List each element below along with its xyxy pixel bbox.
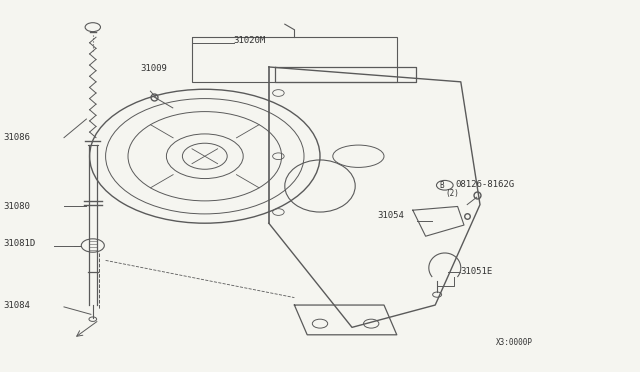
- Text: 31051E: 31051E: [461, 267, 493, 276]
- Text: 31086: 31086: [3, 133, 30, 142]
- Text: B: B: [439, 181, 444, 190]
- Text: 31020M: 31020M: [234, 36, 266, 45]
- Text: 31054: 31054: [378, 211, 404, 219]
- Text: 31080: 31080: [3, 202, 30, 211]
- Text: (2): (2): [445, 189, 460, 198]
- Text: 31081D: 31081D: [3, 239, 35, 248]
- Text: 31009: 31009: [141, 64, 168, 73]
- Text: X3:0000P: X3:0000P: [496, 338, 533, 347]
- Text: 08126-8162G: 08126-8162G: [455, 180, 514, 189]
- Text: 31084: 31084: [3, 301, 30, 310]
